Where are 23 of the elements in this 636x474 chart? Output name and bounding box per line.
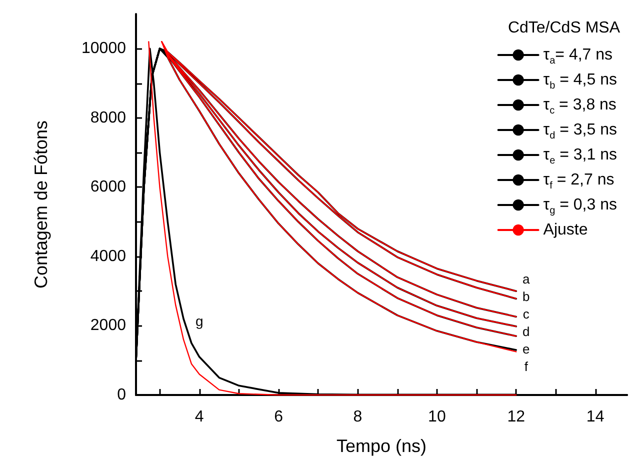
x-tick-label: 6 (274, 408, 284, 426)
y-tick-label: 2000 (90, 317, 126, 334)
y-axis-title: Contagem de Fótons (31, 120, 51, 289)
y-tick-label: 6000 (90, 178, 126, 196)
y-tick-label: 8000 (90, 109, 126, 126)
x-tick-label: 14 (586, 408, 604, 426)
y-tick-label: 10000 (82, 40, 126, 58)
annotation: e (522, 342, 530, 357)
annotation: a (522, 272, 531, 287)
x-tick-label: 12 (507, 408, 526, 426)
x-tick-label: 10 (428, 408, 446, 426)
annotation: b (522, 289, 530, 304)
y-tick-label: 0 (117, 386, 126, 404)
x-axis-title: Tempo (ns) (336, 436, 427, 456)
legend-title: CdTe/CdS MSA (508, 20, 620, 36)
annotation: c (522, 306, 530, 322)
x-tick-label: 8 (353, 408, 362, 426)
annotation: f (524, 359, 528, 374)
y-tick-label: 4000 (90, 248, 126, 265)
legend-label: Ajuste (543, 222, 588, 238)
annotation: d (522, 324, 530, 340)
x-tick-label: 4 (194, 408, 204, 426)
annotation: g (196, 313, 204, 330)
